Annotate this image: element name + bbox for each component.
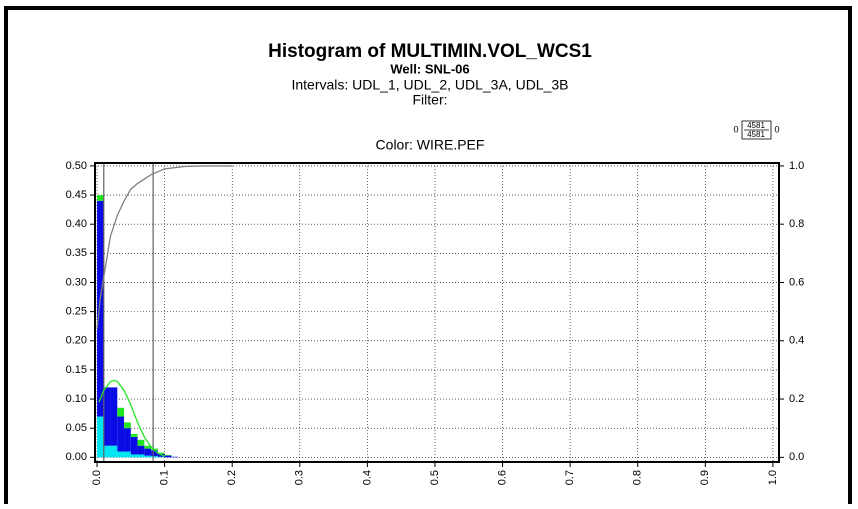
- y-tick-label: 0.25: [66, 306, 87, 318]
- bar: [137, 439, 145, 446]
- y-tick-label: 0.00: [66, 451, 87, 463]
- bar: [124, 422, 131, 429]
- x-tick-label: 0.4: [361, 470, 373, 485]
- y-tick-label: 0.15: [66, 364, 87, 376]
- plot-frame: [94, 162, 780, 463]
- color-scale: 0 4581 4581 0: [733, 120, 780, 140]
- bar: [117, 451, 125, 458]
- fit-curve: [98, 379, 165, 457]
- chart-title: Histogram of MULTIMIN.VOL_WCS1: [268, 41, 592, 62]
- x-tick-label: 0.2: [226, 470, 238, 485]
- bar: [137, 445, 145, 455]
- filter: Filter:: [413, 92, 448, 108]
- bar: [124, 451, 131, 458]
- intervals: Intervals: UDL_1, UDL_2, UDL_3A, UDL_3B: [291, 77, 568, 93]
- scale-right: 0: [774, 124, 779, 134]
- y-tick-label: 0.30: [66, 276, 87, 288]
- y2-tick-label: 0.4: [789, 335, 804, 347]
- bar: [164, 455, 172, 456]
- y-tick-label: 0.40: [66, 218, 87, 230]
- y-tick-label: 0.45: [66, 189, 87, 201]
- bar: [97, 195, 104, 201]
- x-tick-label: 1.0: [767, 470, 779, 485]
- bar: [103, 445, 111, 458]
- x-tick-label: 0.8: [632, 470, 644, 485]
- scale-box: [741, 120, 772, 140]
- plot-area: [95, 163, 779, 462]
- y-tick-label: 0.20: [66, 335, 87, 347]
- bar: [171, 456, 179, 458]
- bar: [97, 200, 104, 417]
- bar: [110, 387, 118, 446]
- bar: [157, 452, 165, 454]
- x-tick-label: 0.7: [564, 470, 576, 485]
- y-tick-label: 0.35: [66, 247, 87, 259]
- bar: [144, 455, 152, 458]
- y-tick-label: 0.05: [66, 422, 87, 434]
- bar: [144, 445, 152, 449]
- bar: [124, 428, 131, 452]
- y2-tick-label: 0.2: [789, 393, 804, 405]
- y2-tick-label: 0.6: [789, 276, 804, 288]
- bar: [137, 454, 145, 458]
- x-tick-label: 0.0: [91, 470, 103, 485]
- bar: [130, 436, 138, 455]
- x-tick-label: 0.5: [429, 470, 441, 485]
- y2-tick-label: 0.0: [789, 451, 804, 463]
- bar: [151, 456, 158, 458]
- x-tick-label: 0.1: [159, 470, 171, 485]
- bar: [110, 445, 118, 458]
- bar: [151, 450, 158, 457]
- subtitle: Well: SNL-06: [390, 61, 469, 76]
- x-tick-label: 0.3: [294, 470, 306, 485]
- y2-tick-label: 0.8: [789, 218, 804, 230]
- y2-tick-label: 1.0: [789, 160, 804, 172]
- x-tick-label: 0.9: [699, 470, 711, 485]
- bar: [157, 456, 165, 458]
- bar: [117, 416, 125, 452]
- scale-top: 4581: [747, 121, 765, 130]
- bar: [97, 416, 104, 458]
- bar: [144, 448, 152, 456]
- bar: [130, 434, 138, 437]
- color-label: Color: WIRE.PEF: [376, 137, 485, 153]
- bar: [130, 454, 138, 458]
- y-tick-label: 0.50: [66, 160, 87, 172]
- scale-left: 0: [733, 124, 738, 134]
- scale-bottom: 4581: [747, 130, 765, 139]
- bar: [117, 407, 125, 417]
- x-tick-label: 0.6: [496, 470, 508, 485]
- cumulative-curve: [96, 165, 233, 330]
- bar: [164, 455, 172, 458]
- y-tick-label: 0.10: [66, 393, 87, 405]
- bar: [103, 387, 111, 446]
